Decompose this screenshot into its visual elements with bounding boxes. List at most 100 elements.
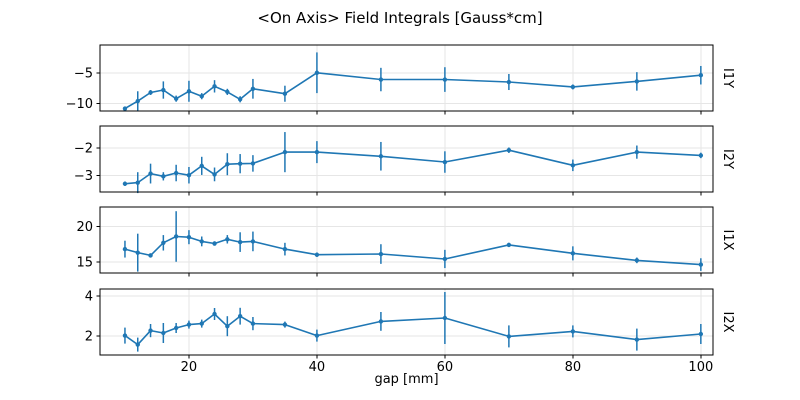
subplot-i1y: −5 −10 I1Y — [66, 44, 735, 115]
data-point — [148, 171, 153, 176]
data-point — [250, 86, 256, 91]
subplot-i2x: 4 2 I2X 20 40 60 80 100 — [85, 288, 735, 375]
data-point — [314, 252, 320, 257]
x-tick-label: 40 — [309, 360, 326, 375]
data-point — [634, 79, 640, 84]
axes-box — [99, 125, 714, 193]
subplot-ylabel: I2Y — [720, 149, 735, 169]
data-point — [199, 321, 204, 326]
x-tick-label: 60 — [437, 360, 454, 375]
data-point — [186, 234, 192, 240]
data-point — [378, 319, 384, 324]
x-tick-label: 80 — [565, 360, 582, 375]
data-point — [173, 234, 179, 239]
subplot-ylabel: I1Y — [720, 68, 735, 88]
axes-box — [99, 288, 714, 356]
data-point — [135, 342, 140, 347]
data-point — [282, 322, 288, 327]
data-point — [173, 170, 179, 176]
data-point — [237, 314, 243, 319]
y-tick-label: 4 — [85, 290, 93, 305]
data-point — [225, 89, 230, 95]
data-point — [698, 262, 704, 267]
y-tick-label: −3 — [74, 169, 93, 184]
data-point — [199, 239, 204, 244]
data-point — [314, 333, 320, 338]
data-point — [135, 250, 140, 255]
series-line — [124, 313, 701, 346]
axes-box — [99, 206, 714, 274]
data-point — [570, 329, 576, 334]
y-tick-label: −2 — [74, 142, 93, 157]
data-point — [186, 173, 192, 178]
data-point — [161, 174, 166, 179]
data-point — [570, 163, 576, 168]
chart-title: <On Axis> Field Integrals [Gauss*cm] — [257, 9, 543, 27]
data-point — [378, 251, 384, 257]
data-point — [173, 96, 179, 101]
series-line — [124, 235, 701, 266]
x-tick-label: 100 — [688, 360, 713, 375]
data-point — [698, 153, 704, 158]
subplot-i2y: −2 −3 I2Y — [74, 125, 735, 196]
subplot-ylabel: I1X — [720, 229, 735, 250]
x-axis-label: gap [mm] — [374, 372, 439, 387]
data-point — [237, 97, 243, 102]
data-point — [186, 89, 192, 94]
subplot-ylabel: I2X — [720, 311, 735, 332]
data-point — [698, 73, 704, 78]
data-point — [250, 321, 256, 326]
data-point — [148, 328, 153, 333]
data-point — [282, 91, 288, 96]
data-point — [442, 159, 448, 165]
data-point — [161, 330, 166, 336]
data-point — [135, 98, 140, 104]
data-point — [161, 240, 166, 246]
data-point — [634, 337, 640, 342]
data-point — [212, 84, 217, 89]
x-tick-label: 20 — [181, 360, 198, 375]
data-point — [122, 106, 128, 111]
data-point — [314, 149, 320, 155]
data-point — [225, 237, 230, 242]
data-point — [282, 149, 288, 155]
data-point — [250, 239, 256, 244]
series-line — [124, 149, 701, 185]
data-point — [161, 87, 166, 93]
data-point — [698, 331, 704, 337]
data-point — [122, 333, 128, 338]
data-point — [199, 93, 204, 99]
data-point — [378, 154, 384, 159]
data-point — [314, 70, 320, 75]
data-point — [250, 161, 256, 166]
data-point — [135, 180, 140, 185]
data-point — [122, 181, 128, 186]
data-point — [378, 77, 384, 82]
y-tick-label: 15 — [76, 255, 93, 270]
data-point — [122, 246, 128, 252]
y-tick-label: 2 — [85, 330, 93, 345]
data-point — [506, 148, 512, 153]
data-point — [282, 246, 288, 252]
y-tick-label: 20 — [76, 220, 93, 235]
data-point — [186, 322, 192, 327]
data-point — [442, 256, 448, 262]
data-point — [148, 253, 153, 258]
data-point — [173, 325, 179, 331]
data-point — [237, 161, 243, 166]
y-tick-label: −10 — [66, 97, 93, 112]
data-point — [225, 162, 230, 167]
data-point — [442, 77, 448, 82]
data-point — [212, 311, 217, 317]
data-point — [634, 258, 640, 263]
data-point — [570, 251, 576, 256]
data-point — [506, 242, 512, 248]
data-point — [212, 241, 217, 246]
data-point — [148, 90, 153, 95]
data-point — [199, 163, 204, 169]
data-point — [506, 334, 512, 339]
data-point — [212, 172, 217, 177]
data-point — [225, 324, 230, 329]
